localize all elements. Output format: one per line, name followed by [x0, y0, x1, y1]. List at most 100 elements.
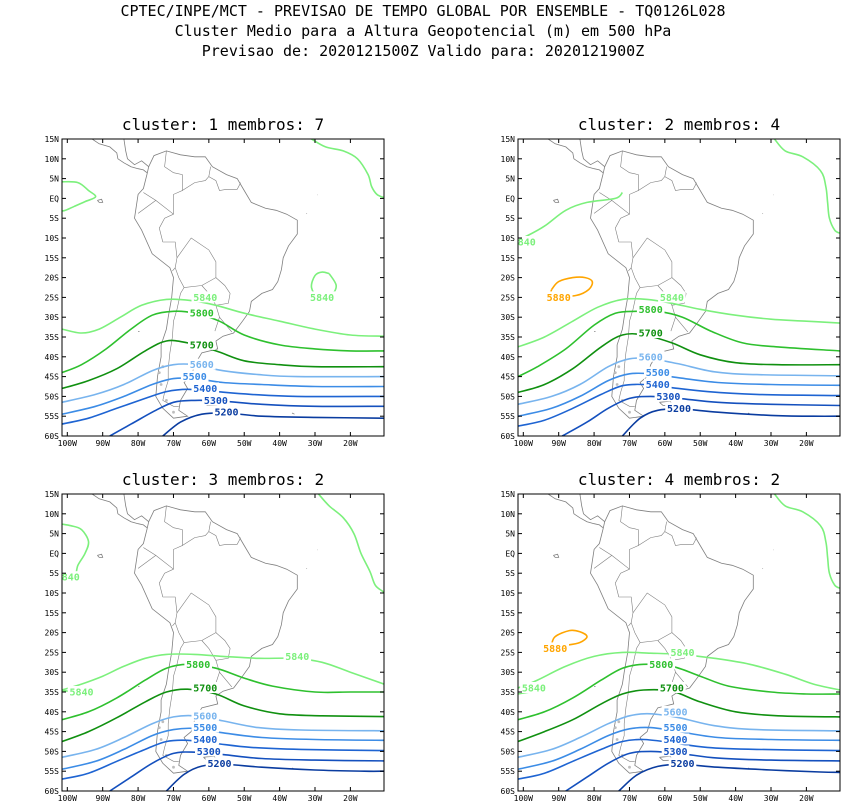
- country-border: [143, 192, 174, 215]
- lat-label: 10N: [501, 155, 516, 164]
- lat-label: 25S: [45, 293, 60, 302]
- lon-label: 80W: [587, 439, 602, 448]
- country-border: [670, 317, 676, 332]
- island: [553, 553, 560, 558]
- contour-label-bg: [658, 682, 686, 693]
- lon-label: 80W: [131, 794, 146, 803]
- lat-label: 55S: [45, 767, 60, 776]
- lat-label: 60S: [501, 432, 516, 441]
- lat-label: 45S: [45, 728, 60, 737]
- lat-label: 40S: [45, 353, 60, 362]
- contour-label-bg: [644, 366, 672, 378]
- contour-line: [62, 180, 97, 212]
- lat-label: 5N: [505, 175, 515, 184]
- lat-label: 10S: [501, 234, 516, 243]
- contour-label: 5500: [646, 368, 670, 379]
- contour-label-bg: [191, 721, 220, 733]
- country-border: [630, 237, 673, 288]
- coastline-central-america-pacific: [546, 139, 604, 174]
- contour-line: [518, 297, 840, 348]
- contour-label-bg: [191, 733, 220, 745]
- lat-label: 50S: [45, 747, 60, 756]
- panel-title: cluster: 2 membros: 4: [578, 115, 780, 134]
- contour-line: [618, 763, 840, 791]
- island: [97, 198, 104, 203]
- country-border: [162, 642, 185, 762]
- contour-line: [518, 726, 840, 770]
- contour-line: [311, 139, 384, 199]
- lon-label: 60W: [658, 439, 673, 448]
- contour-line: [518, 191, 624, 241]
- country-border: [208, 166, 211, 177]
- lat-label: 60S: [45, 432, 60, 441]
- country-border: [162, 596, 178, 627]
- lat-label: 40S: [45, 708, 60, 717]
- lon-label: 70W: [166, 439, 181, 448]
- map-panel-3: cluster: 3 membros: 2 5840 5840 840 5800 5700…: [45, 470, 385, 803]
- contour-label-bg: [205, 757, 234, 769]
- country-border: [137, 555, 156, 569]
- contour-label-bg: [184, 658, 212, 670]
- lon-label: 80W: [131, 439, 146, 448]
- lon-label: 90W: [95, 439, 110, 448]
- header-dates: Previsao de: 2020121500Z Valido para: 20…: [202, 42, 645, 60]
- panel-title: cluster: 3 membros: 2: [122, 470, 324, 489]
- contour-label: 5700: [660, 684, 684, 695]
- island-fragment: [617, 365, 621, 369]
- contour-line: [165, 763, 384, 791]
- lon-label: 40W: [728, 794, 743, 803]
- contour-line: [518, 738, 840, 780]
- lat-label: 5S: [49, 569, 59, 578]
- lat-label: 25S: [501, 293, 516, 302]
- lat-label: 15N: [45, 135, 60, 144]
- lon-label: 60W: [658, 794, 673, 803]
- contour-line: [518, 372, 840, 417]
- contour-label: 5500: [183, 372, 207, 383]
- contour-line: [317, 494, 384, 593]
- contour-label-bg: [191, 682, 220, 693]
- island: [291, 412, 295, 415]
- contour-label-bg: [191, 709, 220, 721]
- island-fragment: [628, 410, 631, 414]
- contour-label-bg: [661, 705, 690, 717]
- contour-label: 5800: [186, 660, 210, 671]
- lon-label: 20W: [343, 439, 358, 448]
- contour-label-bg: [191, 291, 220, 303]
- island-fragment: [172, 410, 175, 414]
- contour-label: 5840: [193, 293, 217, 304]
- island-fragment: [615, 738, 619, 741]
- contour-label-bg: [195, 745, 223, 757]
- contour-line: [518, 332, 840, 394]
- lat-label: 10N: [45, 510, 60, 519]
- lat-label: 60S: [45, 787, 60, 796]
- contour-label: 5300: [204, 396, 228, 407]
- lat-label: EQ: [49, 549, 59, 558]
- lat-label: 15N: [45, 490, 60, 499]
- country-border: [664, 521, 667, 532]
- contour-line: [62, 653, 384, 691]
- map-frame: [61, 493, 385, 792]
- contour-line: [62, 310, 384, 374]
- contour-label-bg: [636, 350, 665, 362]
- lon-label: 30W: [308, 794, 323, 803]
- country-border: [593, 200, 612, 214]
- coastline-central-america: [122, 494, 149, 523]
- contour-label-bg: [518, 236, 538, 247]
- country-border: [638, 176, 697, 191]
- lat-label: 5S: [49, 214, 59, 223]
- lon-label: 70W: [166, 794, 181, 803]
- contour-label: 5400: [646, 380, 670, 391]
- contour-label: 5300: [663, 747, 687, 758]
- lat-label: 45S: [501, 373, 516, 382]
- lat-label: 15S: [501, 609, 516, 618]
- contour-line: [62, 727, 384, 770]
- country-border: [174, 237, 217, 288]
- lat-label: 20S: [501, 274, 516, 283]
- contour-label: 5800: [190, 309, 214, 320]
- contour-line: [62, 714, 384, 759]
- lat-label: 15S: [45, 609, 60, 618]
- lat-label: 15N: [501, 135, 516, 144]
- island: [97, 553, 104, 558]
